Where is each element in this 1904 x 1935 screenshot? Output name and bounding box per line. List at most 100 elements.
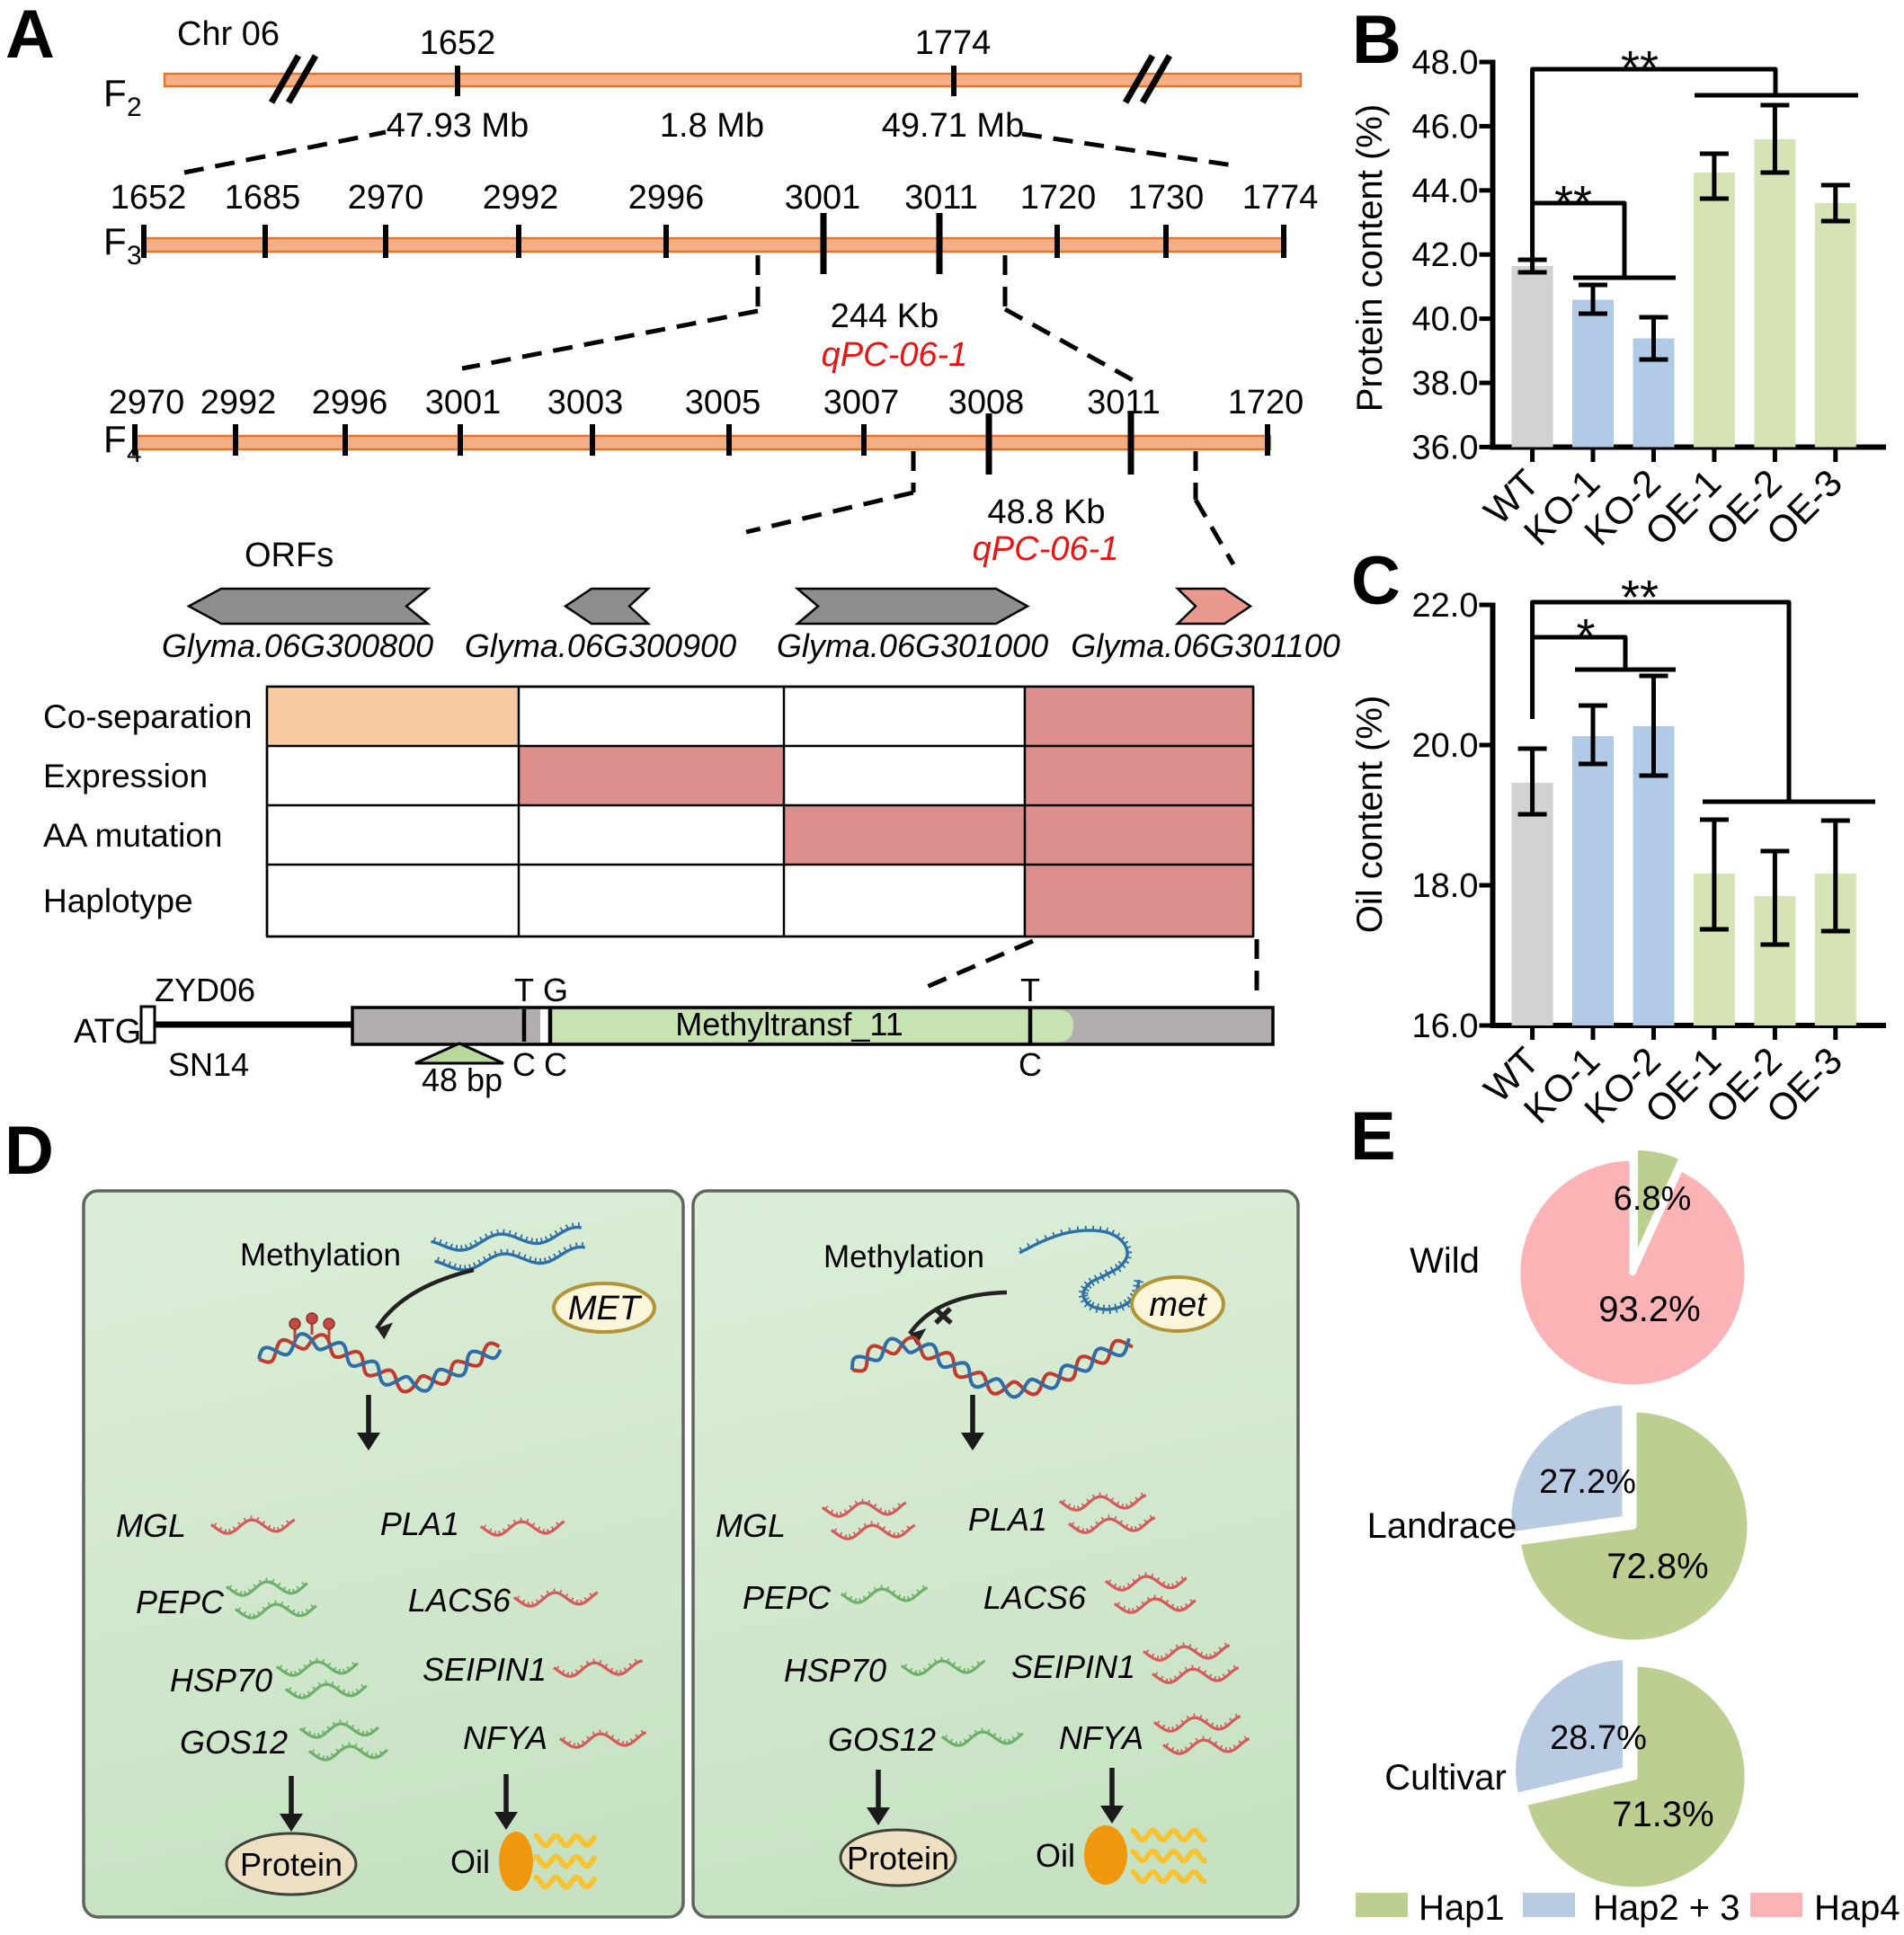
svg-text:**: ** [1554, 176, 1592, 230]
svg-text:46.0: 46.0 [1412, 108, 1479, 146]
svg-text:49.71 Mb: 49.71 Mb [882, 107, 1024, 145]
svg-text:1652: 1652 [111, 179, 187, 217]
svg-text:C: C [1351, 543, 1401, 619]
svg-text:Protein: Protein [240, 1846, 343, 1883]
svg-text:E: E [1350, 1098, 1396, 1175]
svg-text:2996: 2996 [312, 384, 388, 422]
svg-text:6.8%: 6.8% [1614, 1180, 1692, 1218]
svg-text:3008: 3008 [948, 384, 1025, 422]
svg-text:ORFs: ORFs [245, 537, 334, 574]
svg-text:Chr 06: Chr 06 [177, 15, 280, 53]
svg-text:3011: 3011 [904, 179, 978, 217]
svg-text:3003: 3003 [547, 384, 624, 422]
svg-text:2992: 2992 [483, 179, 559, 217]
svg-text:22.0: 22.0 [1412, 587, 1479, 625]
svg-text:LACS6: LACS6 [408, 1582, 512, 1619]
svg-text:1730: 1730 [1128, 179, 1205, 217]
svg-text:SEIPIN1: SEIPIN1 [1011, 1648, 1135, 1685]
svg-text:Hap2 + 3: Hap2 + 3 [1593, 1888, 1739, 1928]
svg-text:Glyma.06G301100: Glyma.06G301100 [1071, 627, 1340, 664]
svg-text:2970: 2970 [109, 384, 185, 422]
svg-text:F: F [103, 72, 127, 114]
svg-text:Haplotype: Haplotype [43, 883, 193, 919]
svg-text:3: 3 [127, 241, 142, 271]
svg-text:3005: 3005 [685, 384, 761, 422]
svg-text:44.0: 44.0 [1412, 173, 1479, 210]
svg-text:F: F [103, 220, 127, 262]
svg-text:MET: MET [568, 1290, 643, 1327]
svg-text:3011: 3011 [1087, 384, 1161, 422]
svg-text:PLA1: PLA1 [968, 1501, 1047, 1538]
svg-text:C: C [512, 1046, 536, 1083]
svg-text:G: G [543, 972, 568, 1008]
svg-text:48 bp: 48 bp [422, 1061, 503, 1098]
svg-text:Methylation: Methylation [240, 1238, 401, 1273]
svg-text:27.2%: 27.2% [1539, 1463, 1636, 1501]
svg-text:B: B [1352, 2, 1401, 78]
svg-text:HSP70: HSP70 [784, 1652, 886, 1689]
svg-text:Expression: Expression [43, 758, 208, 794]
svg-text:MGL: MGL [716, 1507, 786, 1544]
svg-text:SN14: SN14 [168, 1046, 249, 1083]
svg-text:47.93 Mb: 47.93 Mb [387, 107, 529, 145]
svg-text:3007: 3007 [823, 384, 900, 422]
svg-text:1652: 1652 [420, 24, 496, 62]
svg-text:Glyma.06G301000: Glyma.06G301000 [777, 627, 1048, 664]
svg-text:C: C [544, 1046, 567, 1083]
svg-text:ZYD06: ZYD06 [155, 972, 255, 1008]
svg-text:1774: 1774 [1242, 179, 1319, 217]
svg-text:**: ** [1621, 571, 1659, 625]
svg-text:Cultivar: Cultivar [1384, 1758, 1507, 1797]
svg-text:**: ** [1621, 41, 1659, 95]
svg-text:Hap4: Hap4 [1814, 1888, 1900, 1928]
svg-text:met: met [1149, 1286, 1207, 1324]
svg-text:1.8 Mb: 1.8 Mb [660, 107, 764, 145]
svg-text:PEPC: PEPC [136, 1584, 225, 1620]
svg-text:HSP70: HSP70 [170, 1662, 272, 1699]
svg-text:Wild: Wild [1410, 1241, 1480, 1281]
svg-text:93.2%: 93.2% [1598, 1290, 1700, 1329]
svg-text:*: * [1576, 609, 1595, 663]
svg-text:D: D [4, 1113, 54, 1189]
svg-text:LACS6: LACS6 [983, 1579, 1087, 1616]
svg-text:16.0: 16.0 [1412, 1007, 1479, 1045]
svg-text:MGL: MGL [116, 1507, 186, 1544]
svg-text:GOS12: GOS12 [180, 1724, 288, 1761]
svg-text:PLA1: PLA1 [380, 1505, 459, 1542]
svg-text:2: 2 [127, 93, 142, 122]
svg-text:qPC-06-1: qPC-06-1 [973, 530, 1119, 568]
svg-text:GOS12: GOS12 [828, 1721, 936, 1758]
svg-text:38.0: 38.0 [1412, 365, 1479, 403]
svg-text:1685: 1685 [225, 179, 301, 217]
svg-text:1720: 1720 [1020, 179, 1097, 217]
svg-text:Co-separation: Co-separation [43, 698, 252, 735]
svg-text:2992: 2992 [200, 384, 277, 422]
svg-text:T: T [514, 972, 534, 1008]
svg-text:1720: 1720 [1228, 384, 1304, 422]
svg-text:NFYA: NFYA [463, 1719, 547, 1756]
svg-text:qPC-06-1: qPC-06-1 [822, 336, 968, 374]
svg-text:Hap1: Hap1 [1419, 1888, 1505, 1928]
svg-text:48.0: 48.0 [1412, 44, 1479, 82]
svg-text:42.0: 42.0 [1412, 236, 1479, 274]
svg-text:Glyma.06G300900: Glyma.06G300900 [465, 627, 736, 664]
svg-text:40.0: 40.0 [1412, 301, 1479, 339]
svg-text:Glyma.06G300800: Glyma.06G300800 [162, 627, 433, 664]
svg-text:28.7%: 28.7% [1550, 1719, 1647, 1757]
svg-text:T: T [1020, 972, 1040, 1008]
svg-text:NFYA: NFYA [1059, 1719, 1143, 1756]
svg-text:244 Kb: 244 Kb [831, 297, 939, 335]
svg-text:20.0: 20.0 [1412, 727, 1479, 765]
svg-text:Oil: Oil [1036, 1837, 1075, 1874]
svg-text:Protein: Protein [847, 1840, 949, 1877]
svg-text:2996: 2996 [628, 179, 705, 217]
svg-text:1774: 1774 [915, 24, 992, 62]
svg-text:3001: 3001 [785, 179, 861, 217]
svg-text:Landrace: Landrace [1367, 1506, 1517, 1546]
svg-text:48.8 Kb: 48.8 Kb [988, 493, 1106, 531]
svg-text:36.0: 36.0 [1412, 429, 1479, 466]
svg-text:SEIPIN1: SEIPIN1 [423, 1651, 547, 1688]
svg-text:ATG: ATG [74, 1013, 141, 1051]
svg-text:Oil content (%): Oil content (%) [1350, 696, 1390, 934]
svg-text:72.8%: 72.8% [1606, 1547, 1708, 1586]
